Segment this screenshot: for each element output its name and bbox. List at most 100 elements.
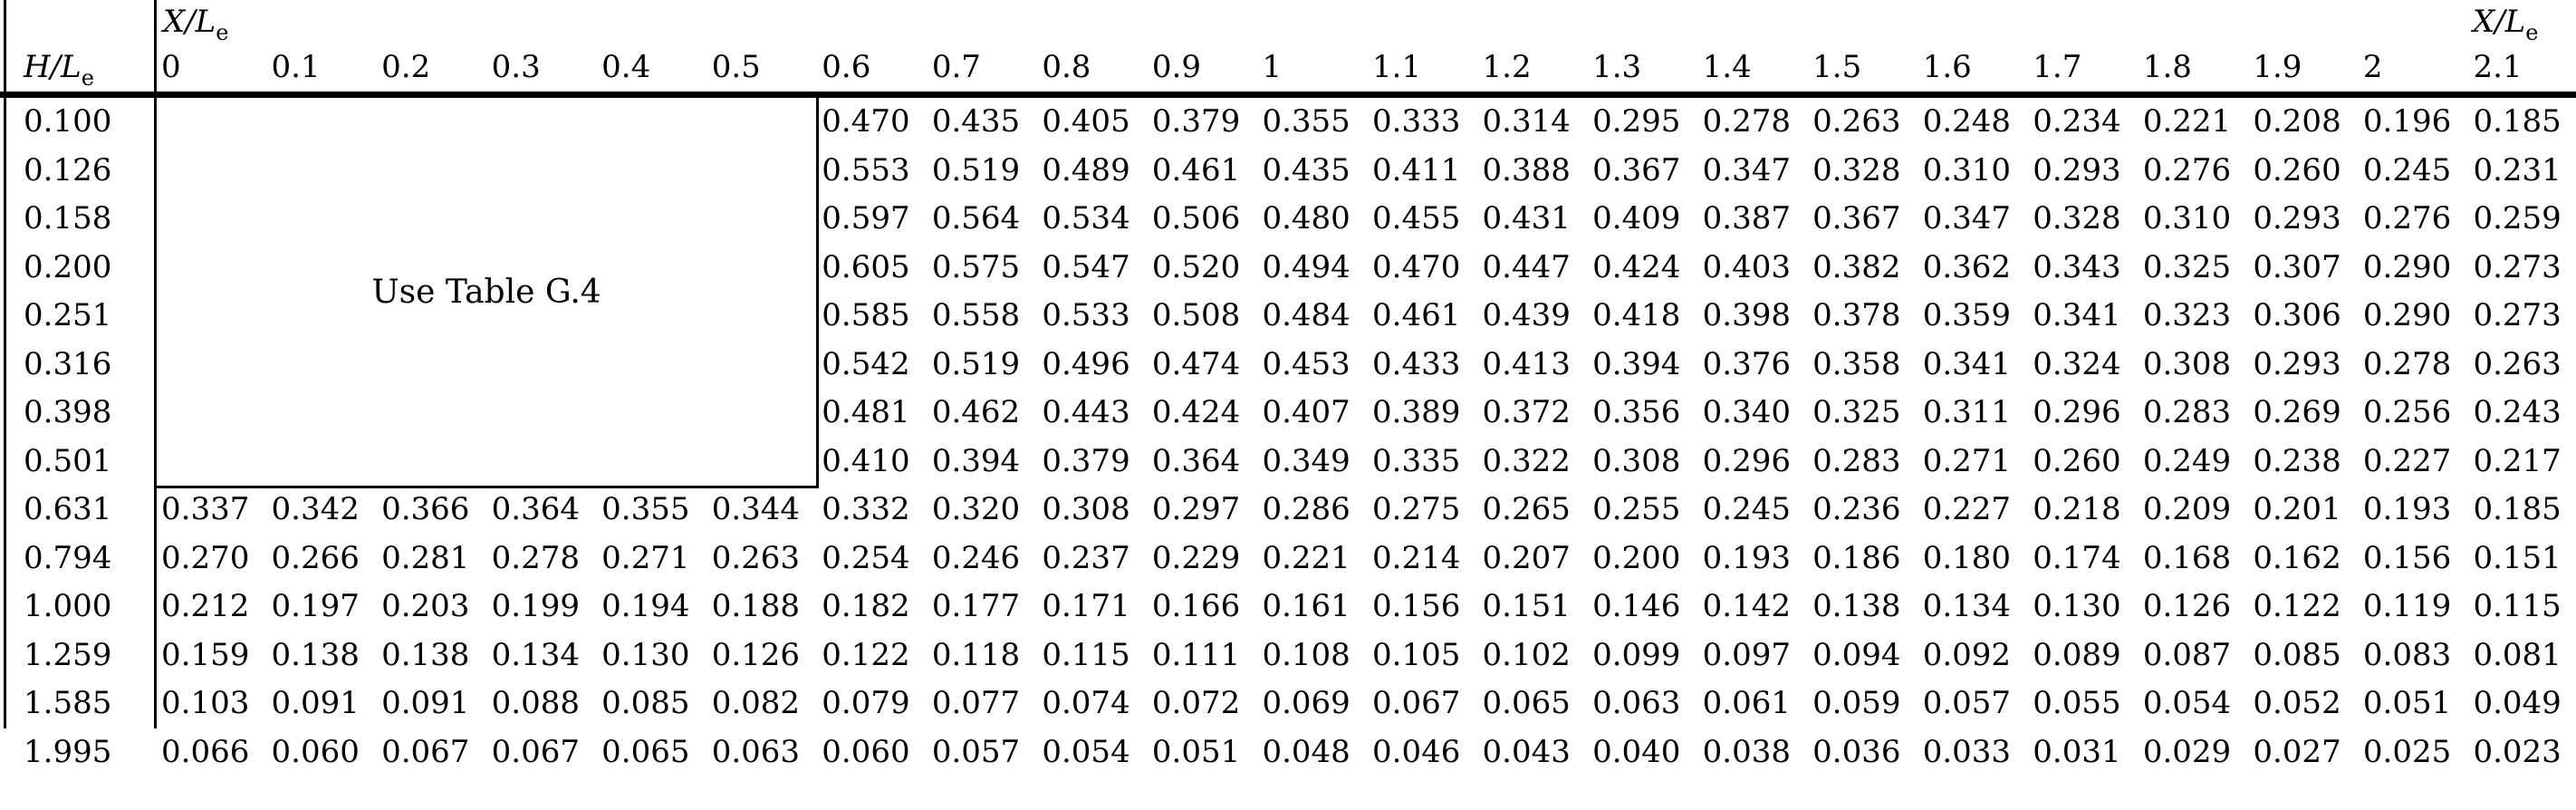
table-cell: 0.255 <box>1592 491 1681 527</box>
table-cell: 0.293 <box>2033 151 2121 188</box>
table-cell: 0.367 <box>1592 151 1681 188</box>
table-cell: 0.063 <box>711 733 801 770</box>
table-cell: 0.067 <box>381 733 470 770</box>
table-cell: 0.276 <box>2362 200 2452 236</box>
column-header: 1.8 <box>2142 49 2192 85</box>
column-header: 0.2 <box>381 49 431 85</box>
table-cell: 0.067 <box>1372 685 1461 721</box>
table-cell: 0.089 <box>2033 636 2121 673</box>
column-header: 1.9 <box>2253 49 2302 85</box>
table-cell: 0.394 <box>1592 345 1681 382</box>
table-cell: 0.470 <box>1372 248 1461 285</box>
row-header: 1.259 <box>24 636 112 673</box>
column-header: 1.3 <box>1592 49 1642 85</box>
table-cell: 0.054 <box>1042 733 1130 770</box>
table-cell: 0.481 <box>822 394 910 430</box>
table-cell: 0.433 <box>1372 345 1461 382</box>
table-cell: 0.266 <box>271 539 360 576</box>
row-header: 1.995 <box>24 733 112 770</box>
table-cell: 0.418 <box>1592 297 1681 333</box>
table-cell: 0.347 <box>1702 151 1791 188</box>
table-cell: 0.265 <box>1482 491 1571 527</box>
table-cell: 0.085 <box>2253 636 2341 673</box>
table-cell: 0.322 <box>1482 442 1571 479</box>
table-cell: 0.519 <box>931 345 1021 382</box>
table-cell: 0.168 <box>2142 539 2232 576</box>
table-cell: 0.130 <box>2033 588 2121 624</box>
table-cell: 0.275 <box>1372 491 1461 527</box>
table-cell: 0.533 <box>1042 297 1130 333</box>
row-header: 0.794 <box>24 539 112 576</box>
table-cell: 0.248 <box>1922 103 2012 140</box>
row-header: 0.200 <box>24 248 112 285</box>
table-cell: 0.439 <box>1482 297 1571 333</box>
table-cell: 0.126 <box>2142 588 2232 624</box>
table-cell: 0.193 <box>2362 491 2452 527</box>
table-cell: 0.409 <box>1592 200 1681 236</box>
table-cell: 0.060 <box>271 733 360 770</box>
table-cell: 0.328 <box>2033 200 2121 236</box>
column-header: 0.6 <box>822 49 871 85</box>
table-cell: 0.349 <box>1262 442 1350 479</box>
table-cell: 0.088 <box>491 685 580 721</box>
table-cell: 0.227 <box>1922 491 2012 527</box>
table-cell: 0.276 <box>2142 151 2232 188</box>
table-cell: 0.341 <box>1922 345 2012 382</box>
table-cell: 0.376 <box>1702 345 1791 382</box>
table-cell: 0.227 <box>2362 442 2452 479</box>
table-cell: 0.259 <box>2473 200 2562 236</box>
column-header: 0.7 <box>931 49 981 85</box>
table-cell: 0.083 <box>2362 636 2452 673</box>
table-body: 0.100 0.470 0.435 0.405 0.379 0.355 0.333 0.314… <box>0 98 2576 776</box>
table-cell: 0.341 <box>2033 297 2121 333</box>
table-cell: 0.293 <box>2253 200 2341 236</box>
column-header: 0.4 <box>601 49 651 85</box>
table-cell: 0.337 <box>161 491 250 527</box>
table-cell: 0.023 <box>2473 733 2562 770</box>
table-cell: 0.059 <box>1812 685 1901 721</box>
row-header-divider <box>154 0 157 728</box>
table-cell: 0.372 <box>1482 394 1571 430</box>
table-cell: 0.201 <box>2253 491 2341 527</box>
table-cell: 0.453 <box>1262 345 1350 382</box>
row-header: 0.126 <box>24 151 112 188</box>
table-cell: 0.324 <box>2033 345 2121 382</box>
table-cell: 0.134 <box>491 636 580 673</box>
table-cell: 0.156 <box>1372 588 1461 624</box>
table-cell: 0.214 <box>1372 539 1461 576</box>
row-header: 0.251 <box>24 297 112 333</box>
table-cell: 0.197 <box>271 588 360 624</box>
table-cell: 0.271 <box>601 539 690 576</box>
table-cell: 0.379 <box>1042 442 1130 479</box>
table-cell: 0.108 <box>1262 636 1350 673</box>
table-cell: 0.254 <box>822 539 910 576</box>
table-cell: 0.033 <box>1922 733 2012 770</box>
table-cell: 0.547 <box>1042 248 1130 285</box>
table-cell: 0.188 <box>711 588 801 624</box>
row-header: 0.398 <box>24 394 112 430</box>
table-cell: 0.243 <box>2473 394 2562 430</box>
table-cell: 0.237 <box>1042 539 1130 576</box>
header-rule <box>0 92 2576 98</box>
table-cell: 0.196 <box>2362 103 2452 140</box>
table-cell: 0.065 <box>601 733 690 770</box>
table-cell: 0.046 <box>1372 733 1461 770</box>
table-cell: 0.245 <box>1702 491 1791 527</box>
table-cell: 0.055 <box>2033 685 2121 721</box>
table-cell: 0.194 <box>601 588 690 624</box>
table-cell: 0.130 <box>601 636 690 673</box>
table-cell: 0.364 <box>1151 442 1241 479</box>
table-cell: 0.296 <box>1702 442 1791 479</box>
table-cell: 0.151 <box>2473 539 2562 576</box>
table-cell: 0.382 <box>1812 248 1901 285</box>
table-cell: 0.519 <box>931 151 1021 188</box>
row-header: 0.158 <box>24 200 112 236</box>
column-header: 0.9 <box>1151 49 1201 85</box>
table-cell: 0.297 <box>1151 491 1241 527</box>
column-header: 0.1 <box>271 49 321 85</box>
column-header-row: H/Le 0 0.1 0.2 0.3 0.4 0.5 0.6 0.7 0.8 0.9 1 1.1 1.2… <box>0 41 2576 104</box>
table-cell: 0.171 <box>1042 588 1130 624</box>
column-header: 1 <box>1262 49 1283 85</box>
table-cell: 0.103 <box>161 685 250 721</box>
table-cell: 0.061 <box>1702 685 1791 721</box>
